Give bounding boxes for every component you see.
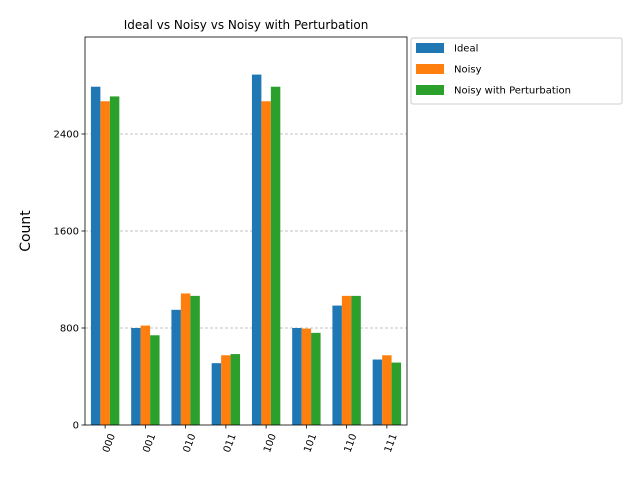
bar-ideal-101 — [292, 328, 302, 425]
bar-noisy-100 — [261, 101, 271, 425]
bar-ideal-001 — [131, 328, 141, 425]
y-tick-label: 2400 — [54, 130, 79, 141]
legend-entry: Noisy with Perturbation — [454, 86, 571, 97]
bar-noisy-011 — [221, 355, 231, 425]
bar-noisy-with-perturbation-100 — [270, 86, 281, 426]
chart-title: Ideal vs Noisy vs Noisy with Perturbatio… — [124, 18, 369, 32]
y-tick-label: 800 — [60, 324, 79, 335]
grid-lines — [85, 133, 407, 329]
bars — [90, 74, 402, 426]
bar-ideal-011 — [211, 363, 222, 425]
x-tick-label: 101 — [302, 432, 319, 454]
x-tick-label: 111 — [383, 432, 400, 454]
bar-noisy-000 — [100, 101, 110, 425]
bar-noisy-101 — [301, 328, 312, 425]
legend: Ideal Noisy Noisy with Perturbation — [410, 37, 623, 105]
x-tick-label: 000 — [101, 432, 118, 454]
bar-noisy-001 — [140, 325, 151, 425]
x-tick-label: 011 — [222, 432, 239, 454]
bar-noisy-110 — [341, 295, 352, 425]
bar-ideal-010 — [171, 309, 181, 425]
bar-ideal-111 — [372, 359, 383, 425]
legend-box — [410, 37, 623, 105]
legend-entry: Noisy — [454, 65, 482, 76]
bar-noisy-with-perturbation-010 — [190, 295, 200, 425]
bar-noisy-with-perturbation-001 — [150, 335, 160, 425]
bar-ideal-000 — [90, 86, 101, 426]
y-axis-label: Count — [18, 210, 34, 252]
x-tick-label: 010 — [182, 432, 199, 454]
bar-noisy-with-perturbation-110 — [351, 295, 361, 425]
x-tick-label: 110 — [343, 432, 360, 454]
bar-noisy-111 — [382, 355, 392, 425]
y-tick-label: 0 — [73, 421, 79, 432]
legend-swatch — [416, 85, 444, 95]
x-tick-label: 001 — [141, 432, 158, 454]
legend-swatch — [416, 43, 444, 53]
bar-noisy-with-perturbation-011 — [230, 354, 241, 425]
bar-ideal-110 — [332, 305, 342, 425]
y-ticks: 0 800 1600 2400 — [54, 130, 85, 432]
bar-noisy-with-perturbation-111 — [391, 362, 402, 425]
bar-ideal-100 — [251, 74, 262, 426]
bar-noisy-010 — [180, 293, 191, 425]
x-tick-label: 100 — [262, 432, 279, 454]
x-ticks: 000 001 010 011 100 101 110 111 — [101, 425, 400, 454]
legend-swatch — [416, 64, 444, 74]
legend-entry: Ideal — [454, 44, 478, 55]
y-tick-label: 1600 — [54, 227, 79, 238]
bar-noisy-with-perturbation-101 — [311, 332, 321, 425]
bar-noisy-with-perturbation-000 — [109, 96, 120, 425]
